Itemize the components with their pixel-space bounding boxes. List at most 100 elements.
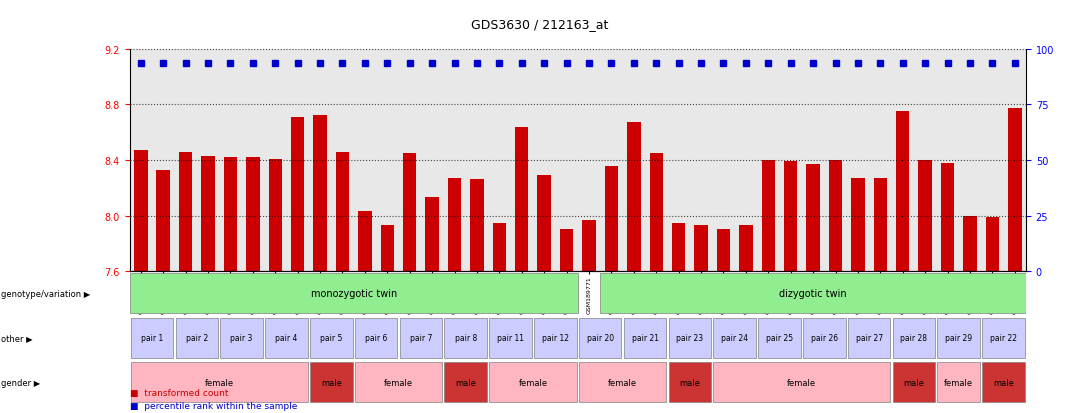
- Text: pair 8: pair 8: [455, 334, 477, 343]
- Text: pair 3: pair 3: [230, 334, 253, 343]
- Bar: [448, 178, 461, 272]
- FancyBboxPatch shape: [489, 363, 577, 403]
- Bar: [134, 151, 148, 272]
- Text: female: female: [787, 378, 816, 387]
- Text: pair 4: pair 4: [275, 334, 298, 343]
- Text: pair 29: pair 29: [945, 334, 972, 343]
- Text: pair 20: pair 20: [586, 334, 613, 343]
- FancyBboxPatch shape: [714, 363, 890, 403]
- Text: pair 2: pair 2: [186, 334, 208, 343]
- Bar: [426, 198, 438, 272]
- Text: pair 11: pair 11: [497, 334, 524, 343]
- Text: other ▶: other ▶: [1, 334, 32, 343]
- Text: dizygotic twin: dizygotic twin: [780, 289, 847, 299]
- Bar: [896, 112, 909, 272]
- Text: female: female: [944, 378, 973, 387]
- Bar: [717, 230, 730, 272]
- Text: ■  percentile rank within the sample: ■ percentile rank within the sample: [130, 401, 297, 410]
- FancyBboxPatch shape: [848, 318, 890, 358]
- FancyBboxPatch shape: [489, 318, 531, 358]
- Bar: [359, 212, 372, 272]
- Text: male: male: [994, 378, 1014, 387]
- Text: female: female: [205, 378, 233, 387]
- Text: female: female: [518, 378, 548, 387]
- FancyBboxPatch shape: [669, 363, 711, 403]
- Text: pair 26: pair 26: [811, 334, 838, 343]
- Bar: [538, 176, 551, 272]
- FancyBboxPatch shape: [445, 318, 487, 358]
- Text: pair 7: pair 7: [409, 334, 432, 343]
- FancyBboxPatch shape: [579, 318, 621, 358]
- Bar: [559, 230, 573, 272]
- Bar: [918, 161, 932, 272]
- FancyBboxPatch shape: [400, 318, 442, 358]
- Bar: [605, 166, 618, 272]
- Text: male: male: [904, 378, 924, 387]
- Text: GDS3630 / 212163_at: GDS3630 / 212163_at: [471, 18, 609, 31]
- Bar: [851, 178, 865, 272]
- FancyBboxPatch shape: [445, 363, 487, 403]
- FancyBboxPatch shape: [131, 363, 308, 403]
- Bar: [313, 116, 327, 272]
- Text: male: male: [679, 378, 700, 387]
- Bar: [941, 163, 955, 272]
- FancyBboxPatch shape: [176, 318, 218, 358]
- Text: female: female: [384, 378, 413, 387]
- Bar: [761, 161, 775, 272]
- Bar: [403, 154, 417, 272]
- Bar: [492, 223, 507, 272]
- Text: pair 6: pair 6: [365, 334, 388, 343]
- FancyBboxPatch shape: [355, 318, 397, 358]
- FancyBboxPatch shape: [804, 318, 846, 358]
- Bar: [627, 123, 640, 272]
- FancyBboxPatch shape: [579, 363, 666, 403]
- FancyBboxPatch shape: [893, 363, 935, 403]
- FancyBboxPatch shape: [624, 318, 666, 358]
- Text: genotype/variation ▶: genotype/variation ▶: [1, 289, 91, 298]
- Text: female: female: [608, 378, 637, 387]
- Bar: [269, 159, 282, 272]
- Bar: [963, 216, 976, 272]
- Bar: [694, 226, 707, 272]
- FancyBboxPatch shape: [535, 318, 577, 358]
- Bar: [515, 127, 528, 272]
- Bar: [739, 226, 753, 272]
- FancyBboxPatch shape: [937, 363, 980, 403]
- FancyBboxPatch shape: [758, 318, 800, 358]
- Bar: [291, 118, 305, 272]
- FancyBboxPatch shape: [983, 318, 1025, 358]
- Text: pair 12: pair 12: [542, 334, 569, 343]
- FancyBboxPatch shape: [355, 363, 442, 403]
- Bar: [874, 178, 887, 272]
- FancyBboxPatch shape: [220, 318, 262, 358]
- Bar: [986, 217, 999, 272]
- Bar: [1008, 109, 1022, 272]
- Bar: [784, 162, 797, 272]
- Bar: [246, 158, 259, 272]
- Text: pair 28: pair 28: [901, 334, 928, 343]
- Text: pair 27: pair 27: [855, 334, 882, 343]
- Bar: [380, 226, 394, 272]
- Text: male: male: [321, 378, 341, 387]
- Text: pair 25: pair 25: [766, 334, 793, 343]
- Text: pair 24: pair 24: [721, 334, 748, 343]
- FancyBboxPatch shape: [714, 318, 756, 358]
- Text: pair 21: pair 21: [632, 334, 659, 343]
- Text: ■  transformed count: ■ transformed count: [130, 388, 228, 397]
- Bar: [807, 165, 820, 272]
- Bar: [179, 152, 192, 272]
- Bar: [672, 223, 686, 272]
- FancyBboxPatch shape: [669, 318, 711, 358]
- Bar: [470, 180, 484, 272]
- Text: pair 5: pair 5: [320, 334, 342, 343]
- Text: pair 23: pair 23: [676, 334, 703, 343]
- Bar: [828, 161, 842, 272]
- FancyBboxPatch shape: [310, 363, 352, 403]
- FancyBboxPatch shape: [983, 363, 1025, 403]
- Bar: [649, 154, 663, 272]
- FancyBboxPatch shape: [937, 318, 980, 358]
- Bar: [582, 220, 596, 272]
- Bar: [224, 158, 238, 272]
- FancyBboxPatch shape: [600, 274, 1026, 314]
- FancyBboxPatch shape: [893, 318, 935, 358]
